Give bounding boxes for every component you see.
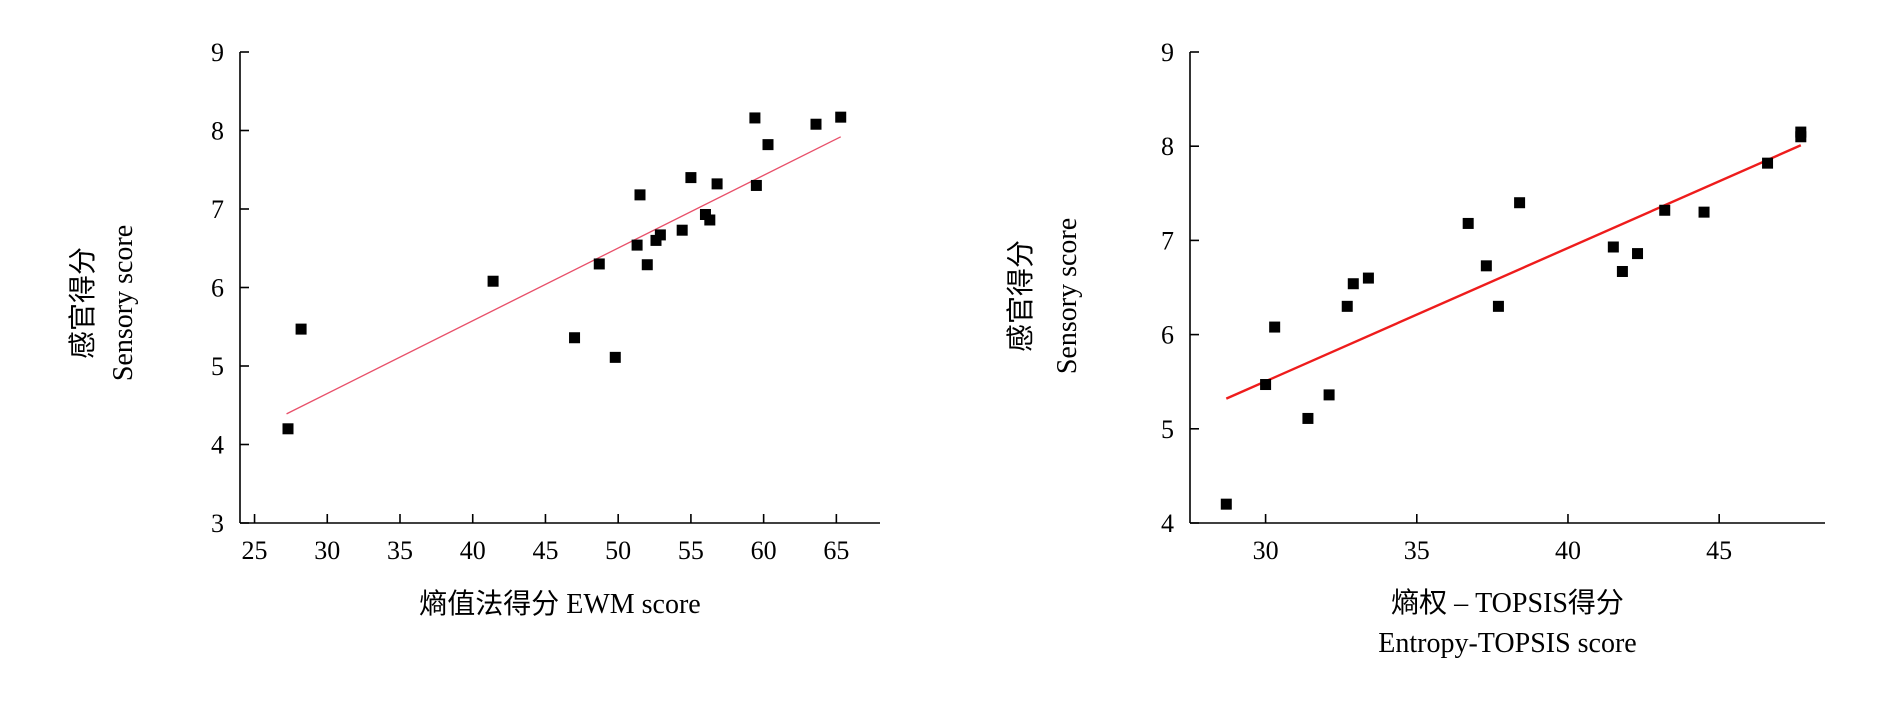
y-axis-label-en: Sensory score [1052,218,1083,374]
data-point [1362,272,1374,284]
data-point [1347,278,1359,290]
data-point [1632,248,1644,260]
y-axis-label-cn: 感官得分 [67,247,99,359]
x-tick-label: 35 [387,536,413,565]
x-tick-label: 35 [1404,536,1430,565]
x-tick-label: 30 [314,536,340,565]
y-axis-label-en: Sensory score [108,225,139,381]
data-point [810,118,822,130]
regression-line [286,136,842,415]
data-point [1659,204,1671,216]
data-point [1698,206,1710,218]
data-point [1492,300,1504,312]
data-point [711,178,723,190]
data-point [676,224,688,236]
x-tick-label: 55 [678,536,704,565]
y-tick-label: 4 [211,431,224,460]
data-point [1302,412,1314,424]
y-tick-label: 5 [211,352,224,381]
data-point [1220,498,1232,510]
y-tick-label: 4 [1161,509,1174,538]
y-tick-label: 7 [211,195,224,224]
data-point [569,332,581,344]
y-tick-label: 9 [211,38,224,67]
data-point [1616,265,1628,277]
data-point [1462,217,1474,229]
data-point [1480,260,1492,272]
data-point [1607,241,1619,253]
y-tick-label: 8 [1161,132,1174,161]
data-point [1762,157,1774,169]
y-tick-label: 3 [211,509,224,538]
x-tick-label: 60 [751,536,777,565]
data-point [654,229,666,241]
y-tick-label: 6 [1161,321,1174,350]
y-tick-label: 6 [211,274,224,303]
y-tick-label: 5 [1161,415,1174,444]
data-point [487,275,499,287]
y-tick-label: 7 [1161,226,1174,255]
data-point [1795,126,1807,138]
x-axis-label: 熵权 – TOPSIS得分 [1391,587,1624,619]
x-tick-label: 30 [1253,536,1279,565]
data-point [593,258,605,270]
x-tick-label: 40 [460,536,486,565]
data-point [634,189,646,201]
data-point [704,214,716,226]
data-point [631,239,643,251]
data-point [295,323,307,335]
x-tick-label: 65 [823,536,849,565]
data-point [749,112,761,124]
data-point [750,179,762,191]
data-point [1269,321,1281,333]
data-point [641,259,653,271]
x-tick-label: 45 [532,536,558,565]
x-tick-label: 45 [1706,536,1732,565]
data-point [609,351,621,363]
x-tick-label: 25 [242,536,268,565]
data-point [1341,300,1353,312]
x-axis-label: Entropy-TOPSIS score [1378,628,1636,659]
data-point [835,111,847,123]
data-point [685,172,697,184]
y-tick-label: 9 [1161,38,1174,67]
x-axis-label: 熵值法得分 EWM score [419,588,701,620]
data-point [1260,379,1272,391]
y-axis-label-cn: 感官得分 [1005,240,1037,352]
x-tick-label: 50 [605,536,631,565]
x-tick-label: 40 [1555,536,1581,565]
data-point [762,139,774,151]
data-point [1514,197,1526,209]
data-point [282,423,294,435]
y-tick-label: 8 [211,117,224,146]
regression-line [1225,144,1802,400]
data-point [1323,389,1335,401]
